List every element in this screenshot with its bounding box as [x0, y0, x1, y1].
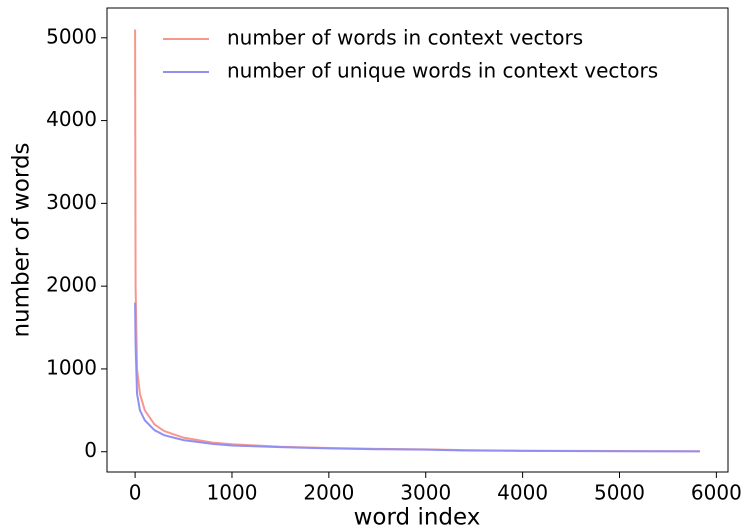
x-tick-label: 1000: [207, 481, 258, 505]
plot-frame: [106, 7, 729, 473]
x-tick-label: 4000: [497, 481, 548, 505]
line-series: [134, 29, 700, 453]
y-tick-label: 3000: [46, 190, 97, 214]
y-axis-label: number of words: [9, 142, 35, 337]
x-tick-label: 3000: [400, 481, 451, 505]
y-tick-label: 1000: [46, 355, 97, 379]
x-axis-label: word index: [354, 505, 481, 531]
legend-label: number of words in context vectors: [227, 26, 583, 50]
y-tick-label: 2000: [46, 273, 97, 297]
x-tick-label: 5000: [594, 481, 645, 505]
line-series: [134, 302, 700, 453]
x-tick-label: 2000: [303, 481, 354, 505]
x-tick-label: 6000: [691, 481, 742, 505]
y-tick-label: 0: [84, 438, 97, 462]
legend-label: number of unique words in context vector…: [227, 59, 658, 83]
y-tick-label: 5000: [46, 24, 97, 48]
x-tick-label: 0: [129, 481, 142, 505]
y-tick-label: 4000: [46, 107, 97, 131]
